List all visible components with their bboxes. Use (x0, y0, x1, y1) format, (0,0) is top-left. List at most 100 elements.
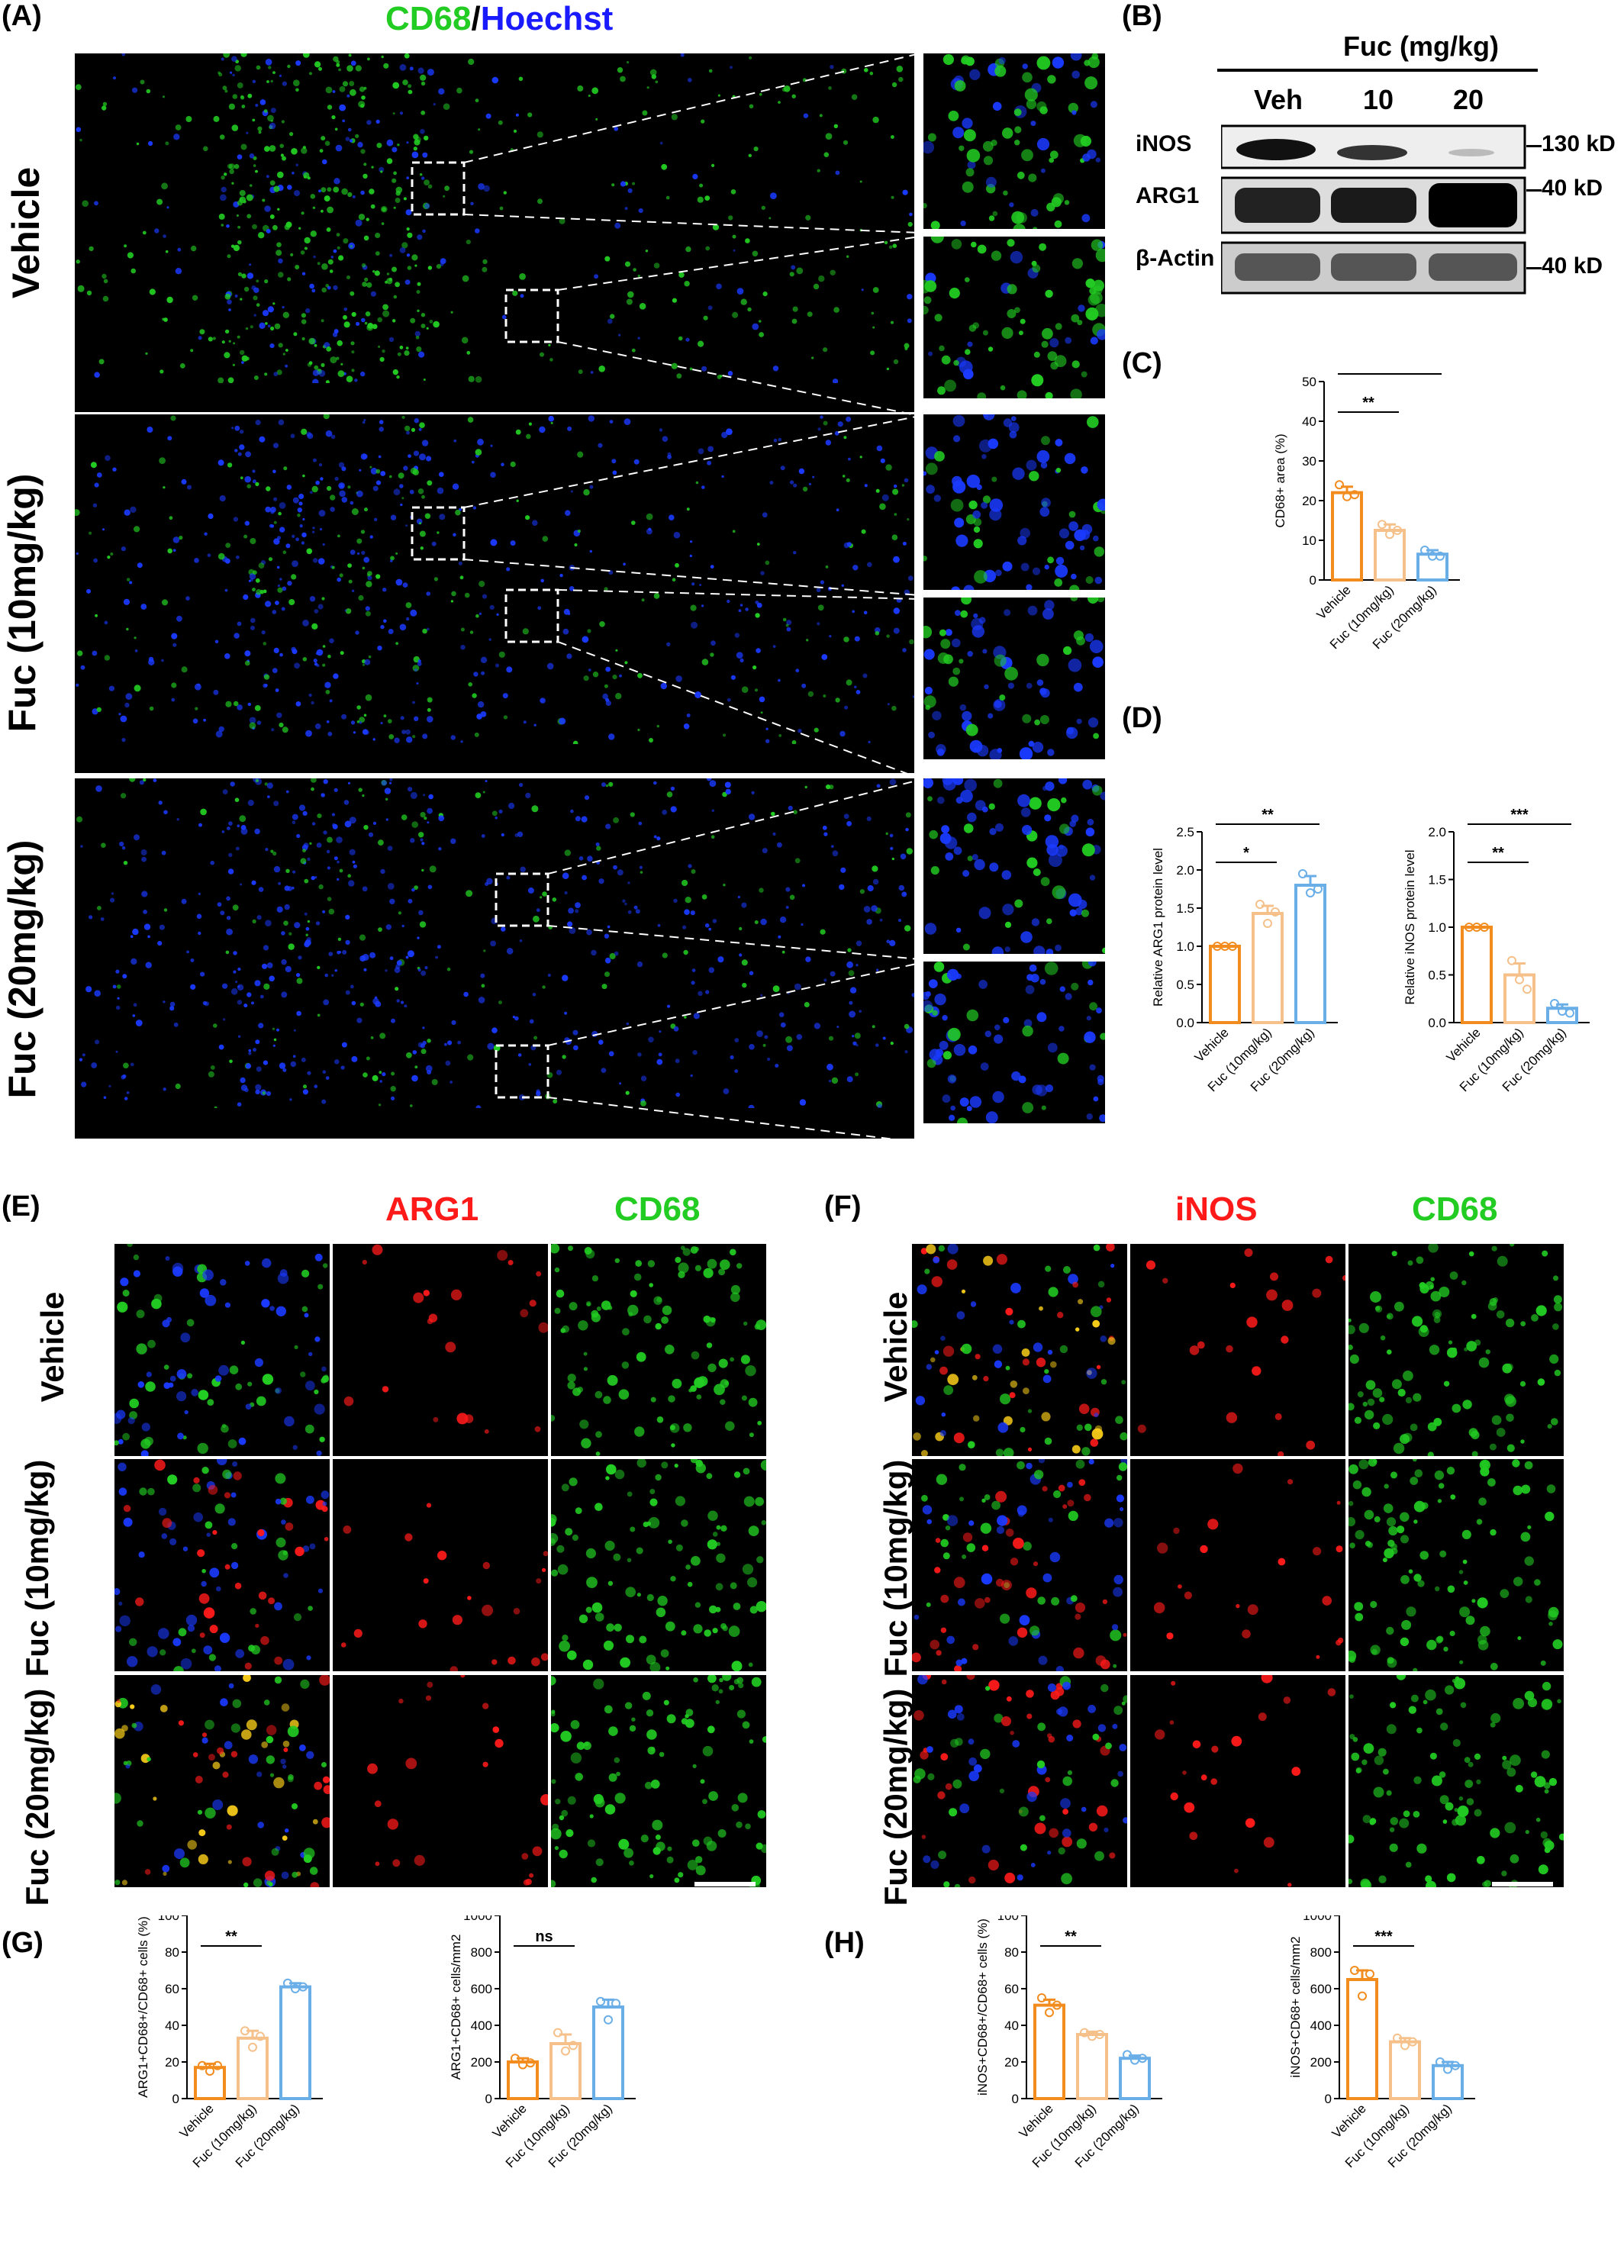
data-point (596, 1996, 605, 2006)
data-point (1263, 919, 1272, 928)
micrograph-e-r1-c3 (551, 1244, 766, 1456)
y-tick-label: 30 (1302, 454, 1316, 469)
micrograph-f-r3-c3 (1348, 1675, 1564, 1887)
bar-2 (1389, 2040, 1421, 2101)
y-axis: 0 200 400 600 800 1000 (463, 1915, 501, 2106)
micrograph-f-r3-c2 (1130, 1675, 1345, 1887)
data-point (1420, 546, 1429, 555)
panel-a-zoom-overlay (411, 161, 559, 1099)
y-tick-label: 0.0 (1428, 1016, 1446, 1030)
band-actin-10 (1331, 253, 1416, 281)
micrograph-a-inset-6 (923, 962, 1105, 1123)
y-tick-label: 10 (1302, 533, 1316, 548)
y-tick-label: 1.5 (1428, 873, 1446, 888)
data-point (1393, 526, 1402, 535)
y-tick-label: 20 (165, 2055, 179, 2070)
x-tick-label: Vehicle (1192, 1025, 1232, 1065)
micrograph-e-scalebar (694, 1882, 756, 1886)
panel-f-label: (F) (824, 1190, 862, 1223)
sig-label: ** (225, 1928, 237, 1945)
micrograph-f-r2-c1 (912, 1459, 1127, 1671)
micrograph-e-r3-c2 (333, 1675, 548, 1887)
y-axis-label: ARG1+CD68+ cells/mm2 (449, 1935, 463, 2080)
bar-1 (1331, 491, 1363, 582)
micrograph-f-r1-c3 (1348, 1244, 1564, 1456)
y-tick-label: 800 (1310, 1945, 1332, 1960)
blot-header: Fuc (mg/kg) (1343, 31, 1499, 62)
micrograph-a-inset-2 (923, 237, 1105, 398)
x-tick-label: Vehicle (1017, 2101, 1056, 2141)
y-tick-label: 800 (471, 1945, 492, 1960)
panel-f-row-fuc20: Fuc (20mg/kg) (878, 1688, 914, 1906)
y-tick-label: 400 (471, 2018, 492, 2033)
micrograph-a-inset-1 (923, 53, 1105, 229)
bar-2 (1252, 912, 1284, 1024)
data-point (248, 2042, 257, 2052)
band-inos-10 (1337, 145, 1407, 160)
panel-e-row-fuc10: Fuc (10mg/kg) (19, 1459, 55, 1677)
band-label-arg1: ARG1 (1136, 183, 1200, 208)
bar-2 (1503, 973, 1535, 1024)
y-tick-label: 0.5 (1428, 968, 1446, 983)
panel-f-row-fuc10: Fuc (10mg/kg) (878, 1459, 914, 1677)
y-tick-label: 0.5 (1176, 978, 1194, 992)
band-inos-20 (1448, 149, 1494, 156)
cd68-title: CD68 (385, 0, 472, 37)
data-point (1400, 2041, 1410, 2051)
band-arg1-10 (1331, 188, 1416, 223)
data-point (604, 2015, 613, 2025)
data-point (1436, 551, 1445, 561)
micrograph-a-inset-3 (923, 414, 1105, 590)
panel-a-label: (A) (2, 0, 42, 32)
y-tick-label: 40 (1004, 2018, 1019, 2033)
data-point (1358, 1991, 1367, 2001)
band-actin-veh (1235, 253, 1320, 281)
data-point (1507, 955, 1516, 965)
panel-f-cd68-header: CD68 (1412, 1190, 1498, 1228)
data-point (240, 2026, 250, 2036)
data-point (1228, 942, 1237, 951)
data-point (298, 1982, 308, 1992)
chart-arg1-protein: 0.0 0.5 1.0 1.5 2.0 2.5 Relative ARG1 protein … (1151, 807, 1338, 1094)
y-tick-label: 2.0 (1176, 863, 1194, 878)
y-tick-label: 0 (1310, 573, 1316, 588)
y-tick-label: 100 (997, 1915, 1019, 1923)
micrograph-f-scalebar (1492, 1882, 1553, 1886)
y-tick-label: 40 (1302, 414, 1316, 429)
micrograph-e-r1-c2 (333, 1244, 548, 1456)
panel-e-row-vehicle: Vehicle (34, 1291, 70, 1403)
sig-label: *** (1510, 807, 1529, 823)
data-point (256, 2031, 265, 2041)
micrograph-a-inset-5 (923, 778, 1105, 954)
panel-e-cd68-header: CD68 (614, 1190, 701, 1228)
y-tick-label: 0 (1012, 2092, 1019, 2106)
bar-3 (1416, 553, 1448, 581)
micrograph-a-main-2 (75, 414, 914, 773)
bar-3 (1294, 884, 1326, 1024)
band-actin-20 (1429, 253, 1517, 281)
x-tick-label: Vehicle (1329, 2101, 1369, 2141)
y-axis-label: Relative ARG1 protein level (1151, 848, 1165, 1007)
data-point (198, 2060, 207, 2070)
data-point (526, 2058, 535, 2068)
y-tick-label: 2.5 (1176, 825, 1194, 839)
micrograph-f-r3-c1 (912, 1675, 1127, 1887)
data-point (1298, 869, 1307, 878)
data-point (1045, 2008, 1054, 2018)
y-tick-label: 200 (1310, 2055, 1332, 2070)
data-point (561, 2046, 570, 2056)
data-point (1385, 530, 1394, 540)
y-axis-label: iNOS+CD68+/CD68+ cells (%) (975, 1918, 990, 2096)
bar-2 (1076, 2033, 1108, 2100)
data-point (1378, 520, 1387, 530)
y-tick-label: 100 (158, 1915, 179, 1923)
bar-1 (1346, 1978, 1378, 2100)
y-tick-label: 80 (165, 1945, 179, 1960)
micrograph-a-main-3 (75, 778, 914, 1139)
y-tick-label: 1000 (463, 1915, 492, 1923)
y-tick-label: 20 (1302, 494, 1316, 508)
y-tick-label: 1.5 (1176, 901, 1194, 916)
data-point (611, 1999, 620, 2009)
micrograph-a-inset-4 (923, 598, 1105, 759)
